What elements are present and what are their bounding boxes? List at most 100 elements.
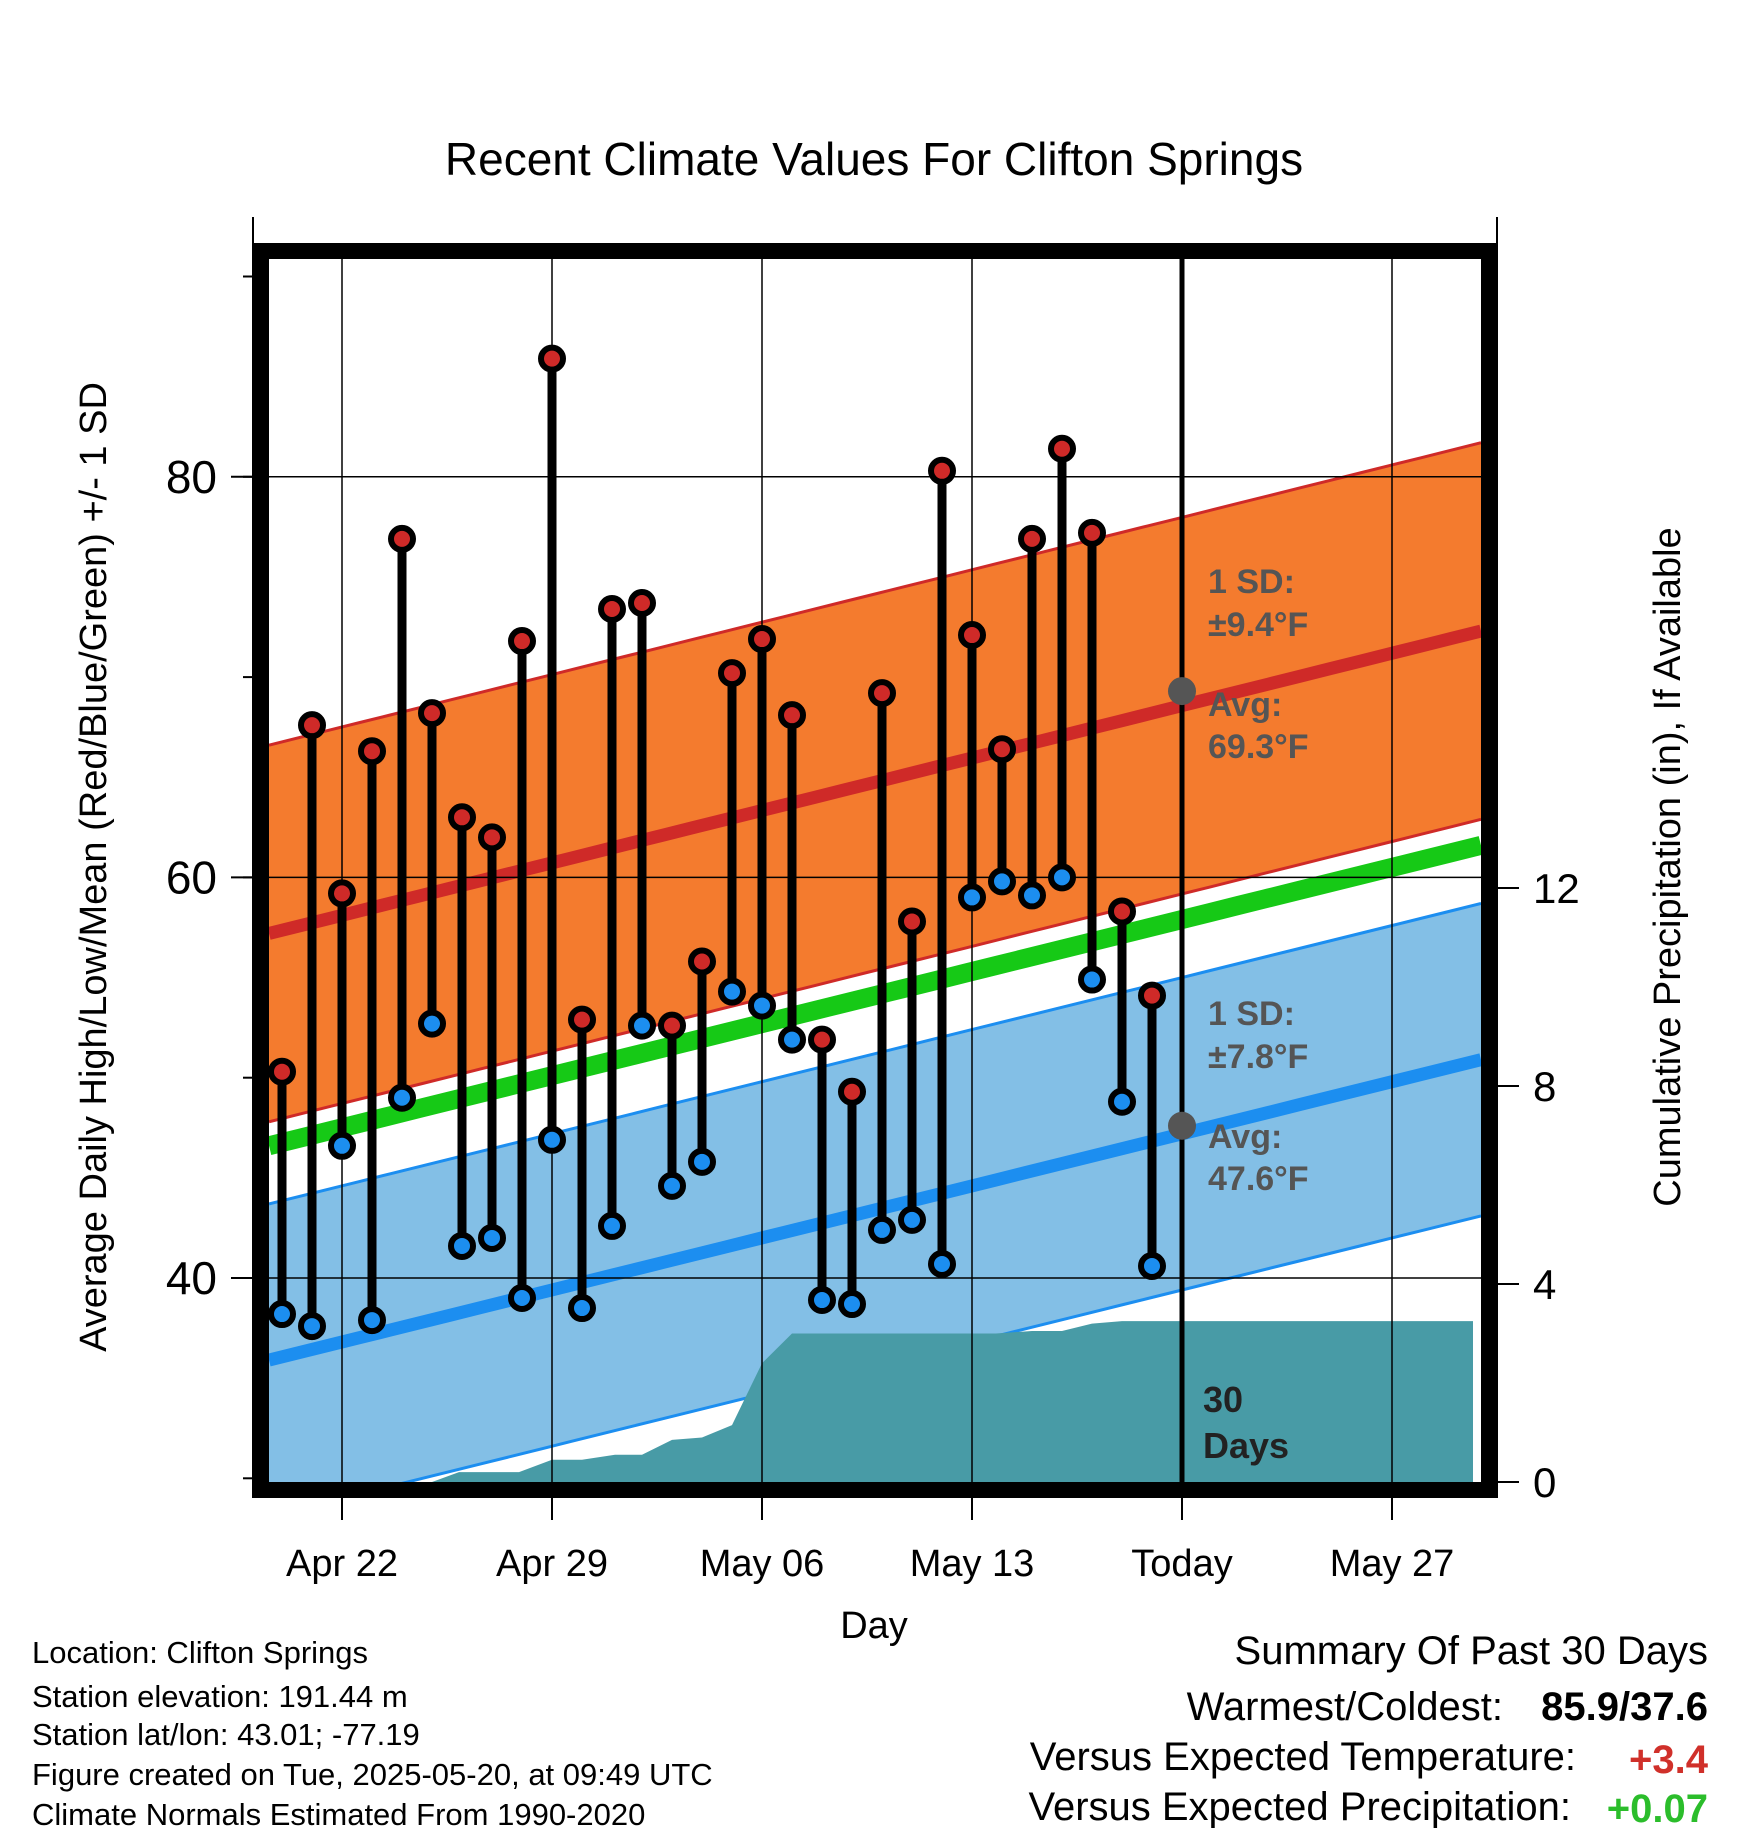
x-tick-label-1: Apr 29 [496, 1543, 608, 1585]
temp-anomaly-value: +3.4 [1629, 1738, 1709, 1782]
low-band-fill [269, 903, 1481, 1482]
high-sd-band [269, 441, 1481, 1124]
x-tick-label-0: Apr 22 [286, 1543, 398, 1585]
daily-low-marker-19 [838, 1290, 866, 1319]
daily-low-marker-6 [448, 1231, 476, 1260]
daily-high-marker-20 [868, 679, 896, 708]
daily-low-marker-16 [748, 991, 776, 1020]
daily-low-marker-22 [928, 1249, 956, 1278]
left-tick-label-1: 60 [166, 851, 217, 903]
daily-high-marker-7 [478, 823, 506, 852]
low-sd-label: 1 SD: [1208, 995, 1295, 1033]
daily-high-marker-2 [328, 879, 356, 908]
daily-low-marker-28 [1108, 1087, 1136, 1116]
daily-low-marker-7 [478, 1223, 506, 1252]
daily-high-marker-28 [1108, 897, 1136, 926]
daily-high-marker-22 [928, 456, 956, 485]
mean-normal-line [269, 836, 1481, 1156]
daily-low-marker-18 [808, 1286, 836, 1315]
temp-anomaly-label: Versus Expected Temperature: [1030, 1735, 1576, 1779]
location-text: Location: Clifton Springs [32, 1635, 368, 1670]
x-axis-label: Day [840, 1605, 908, 1647]
high-avg-value: 69.3°F [1208, 728, 1309, 766]
mean-normal-path [269, 836, 1481, 1156]
plot-frame [253, 243, 1497, 1498]
right-tick-label-3: 12 [1533, 865, 1580, 912]
x-tick-label-3: May 13 [910, 1543, 1035, 1585]
x-tick-label-5: May 27 [1330, 1543, 1455, 1585]
high-band-lower-edge [269, 817, 1481, 1124]
daily-low-marker-29 [1138, 1251, 1166, 1280]
daily-low-marker-25 [1018, 881, 1046, 910]
daily-range-bars [277, 358, 1157, 1327]
high-normal-line [269, 624, 1481, 940]
daily-high-marker-27 [1078, 518, 1106, 547]
daily-low-marker-10 [568, 1294, 596, 1323]
daily-low-marker-9 [538, 1125, 566, 1154]
chart-title: Recent Climate Values For Clifton Spring… [445, 133, 1303, 185]
y-axis-right-label: Cumulative Precipitation (in), If Availa… [1647, 527, 1689, 1206]
daily-low-marker-24 [988, 867, 1016, 896]
daily-high-marker-3 [358, 737, 386, 766]
daily-high-marker-18 [808, 1025, 836, 1054]
daily-high-marker-11 [598, 594, 626, 623]
daily-high-marker-21 [898, 907, 926, 936]
daily-low-marker-8 [508, 1284, 536, 1313]
plot-area: 1 SD: ±9.4°F Avg: 69.3°F 1 SD: ±7.8°F Avg: 47.6… [269, 259, 1481, 1482]
low-sd-band [269, 901, 1481, 1482]
latlon-text: Station lat/lon: 43.01; -77.19 [32, 1717, 420, 1752]
y-axis-left-label: Average Daily High/Low/Mean (Red/Blue/Gr… [73, 382, 115, 1352]
right-tick-label-1: 4 [1533, 1261, 1556, 1308]
daily-high-marker-12 [628, 588, 656, 617]
daily-high-marker-19 [838, 1077, 866, 1106]
x-tick-label-4: Today [1131, 1543, 1232, 1585]
daily-high-marker-4 [388, 524, 416, 553]
daily-high-marker-10 [568, 1005, 596, 1034]
precip-anomaly-label: Versus Expected Precipitation: [1028, 1785, 1571, 1828]
normals-period-text: Climate Normals Estimated From 1990-2020 [32, 1797, 645, 1828]
x-tick-label-2: May 06 [700, 1543, 825, 1585]
high-avg-label: Avg: [1208, 686, 1282, 724]
created-text: Figure created on Tue, 2025-05-20, at 09… [32, 1757, 713, 1792]
daily-high-marker-26 [1048, 434, 1076, 463]
daily-low-marker-11 [598, 1211, 626, 1240]
daily-low-marker-3 [358, 1306, 386, 1335]
daily-high-marker-25 [1018, 524, 1046, 553]
daily-high-marker-29 [1138, 981, 1166, 1010]
daily-high-marker-13 [658, 1011, 686, 1040]
daily-markers [269, 344, 1166, 1341]
daily-high-marker-9 [538, 344, 566, 373]
daily-low-marker-5 [418, 1009, 446, 1038]
daily-high-marker-17 [778, 701, 806, 730]
daily-low-marker-4 [388, 1083, 416, 1112]
daily-high-marker-24 [988, 735, 1016, 764]
daily-low-marker-17 [778, 1025, 806, 1054]
summary-panel: Summary Of Past 30 Days Warmest/Coldest:… [1028, 1629, 1709, 1831]
summary-heading: Summary Of Past 30 Days [1235, 1629, 1708, 1673]
daily-low-marker-15 [718, 977, 746, 1006]
daily-low-marker-26 [1048, 863, 1076, 892]
normal-labels: 1 SD: ±9.4°F Avg: 69.3°F 1 SD: ±7.8°F Avg: 47.6… [1168, 563, 1309, 1466]
daily-high-marker-15 [718, 659, 746, 688]
low-sd-value: ±7.8°F [1208, 1038, 1308, 1076]
warm-cold-label: Warmest/Coldest: [1187, 1685, 1503, 1729]
right-tick-label-0: 0 [1533, 1459, 1556, 1506]
daily-high-marker-23 [958, 621, 986, 650]
low-avg-label: Avg: [1208, 1118, 1282, 1156]
plot-border [253, 243, 1497, 1498]
today-days-number: 30 [1203, 1379, 1243, 1420]
today-high-avg-dot [1168, 677, 1196, 706]
high-sd-value: ±9.4°F [1208, 606, 1308, 644]
daily-low-marker-27 [1078, 965, 1106, 994]
daily-high-marker-1 [298, 711, 326, 740]
left-tick-label-2: 80 [166, 451, 217, 503]
elevation-text: Station elevation: 191.44 m [32, 1679, 408, 1714]
daily-low-marker-12 [628, 1011, 656, 1040]
today-low-avg-dot [1168, 1111, 1196, 1140]
low-band-upper-edge [269, 901, 1481, 1206]
axes: 40 60 80 0 4 8 12 Apr 22 Apr 29 May 06 May 13 Today… [166, 217, 1580, 1585]
low-normal-line [269, 1053, 1481, 1367]
station-info: Location: Clifton Springs Station elevat… [32, 1635, 713, 1832]
